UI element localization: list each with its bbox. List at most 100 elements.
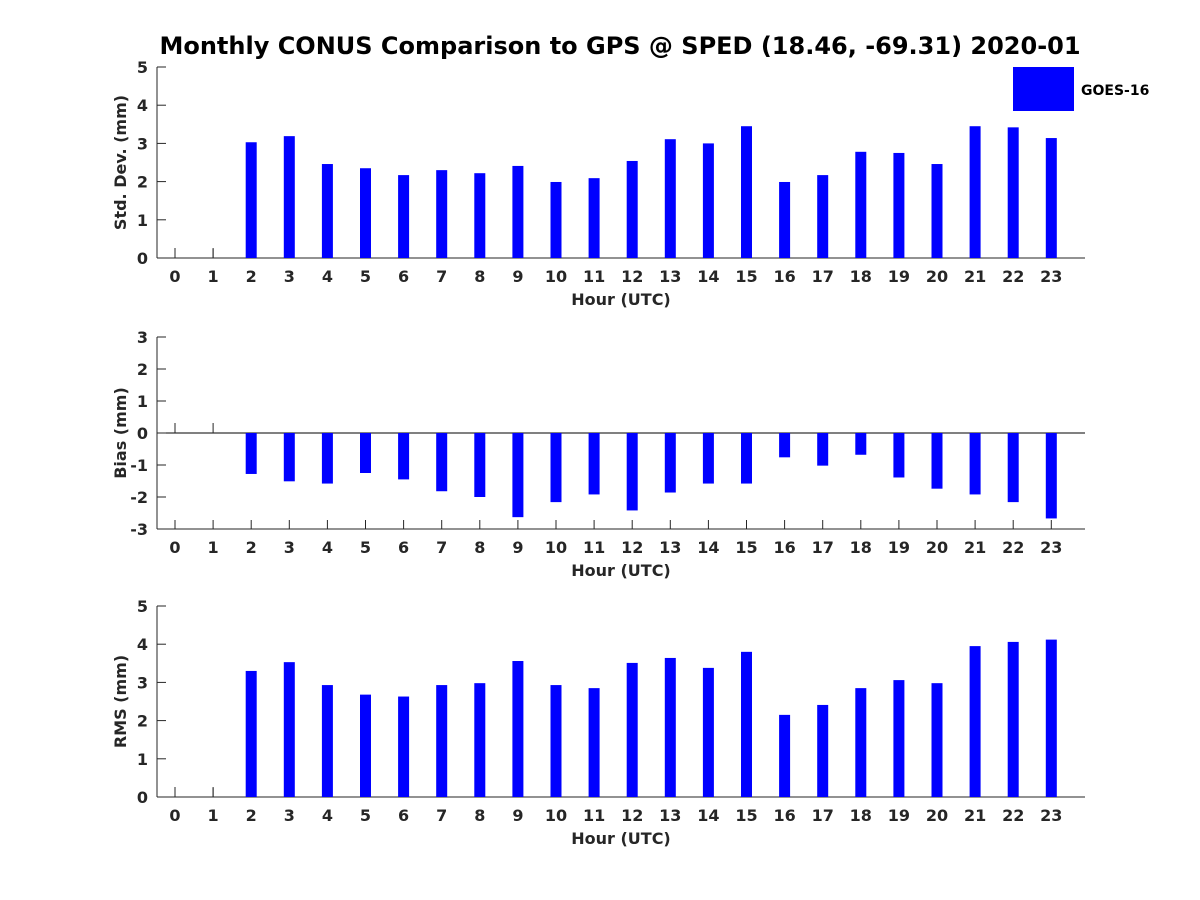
x-tick-label: 4 <box>322 267 333 286</box>
legend: GOES-16 <box>1013 67 1149 111</box>
x-tick-label: 3 <box>284 538 295 557</box>
y-tick-label: 2 <box>137 360 148 379</box>
x-tick-label: 9 <box>512 538 523 557</box>
x-tick-label: 10 <box>545 538 567 557</box>
bar-hour-23 <box>1045 433 1057 519</box>
x-tick-label: 15 <box>735 806 757 825</box>
x-tick-label: 8 <box>474 538 485 557</box>
x-tick-label: 22 <box>1002 806 1024 825</box>
x-tick-label: 5 <box>360 538 371 557</box>
bar-hour-13 <box>664 433 676 493</box>
y-tick-label: 4 <box>137 635 148 654</box>
bar-hour-21 <box>969 646 981 797</box>
x-tick-label: 5 <box>360 806 371 825</box>
bar-hour-16 <box>779 433 791 458</box>
x-tick-label: 22 <box>1002 538 1024 557</box>
bar-hour-7 <box>436 170 448 258</box>
x-tick-label: 6 <box>398 806 409 825</box>
bar-hour-19 <box>893 680 905 797</box>
bar-hour-4 <box>321 685 333 797</box>
x-tick-label: 12 <box>621 806 643 825</box>
x-tick-label: 7 <box>436 267 447 286</box>
y-axis-label: Std. Dev. (mm) <box>111 95 130 230</box>
bar-hour-11 <box>588 688 600 797</box>
bar-hour-9 <box>512 165 524 258</box>
bar-hour-6 <box>398 175 410 258</box>
bar-hour-13 <box>664 657 676 797</box>
x-axis-label: Hour (UTC) <box>571 829 671 848</box>
x-tick-label: 11 <box>583 267 605 286</box>
bar-hour-8 <box>474 683 486 797</box>
bar-hour-9 <box>512 661 524 797</box>
x-axis-label: Hour (UTC) <box>571 290 671 309</box>
bar-hour-3 <box>283 433 295 482</box>
x-tick-label: 12 <box>621 538 643 557</box>
bar-hour-20 <box>931 683 943 797</box>
x-tick-label: 23 <box>1040 538 1062 557</box>
x-tick-label: 2 <box>246 806 257 825</box>
x-tick-label: 19 <box>888 267 910 286</box>
x-tick-label: 17 <box>812 806 834 825</box>
bar-hour-11 <box>588 433 600 495</box>
bar-hour-9 <box>512 433 524 518</box>
y-tick-label: 4 <box>137 96 148 115</box>
bar-hour-4 <box>321 433 333 484</box>
y-tick-label: 2 <box>137 712 148 731</box>
y-tick-label: 0 <box>137 249 148 268</box>
x-tick-label: 2 <box>246 267 257 286</box>
y-tick-label: 0 <box>137 788 148 807</box>
x-tick-label: 5 <box>360 267 371 286</box>
bar-hour-2 <box>245 433 257 474</box>
y-tick-label: 1 <box>137 211 148 230</box>
x-tick-label: 0 <box>169 267 180 286</box>
bar-hour-5 <box>360 694 371 797</box>
x-tick-label: 10 <box>545 267 567 286</box>
x-tick-label: 18 <box>850 267 872 286</box>
x-tick-label: 10 <box>545 806 567 825</box>
x-tick-label: 1 <box>208 267 219 286</box>
bar-hour-21 <box>969 433 981 495</box>
bar-hour-13 <box>664 139 676 258</box>
x-tick-label: 17 <box>812 538 834 557</box>
bar-hour-12 <box>626 433 638 511</box>
x-tick-label: 18 <box>850 806 872 825</box>
y-tick-label: 0 <box>137 424 148 443</box>
x-tick-label: 9 <box>512 806 523 825</box>
bar-hour-17 <box>817 175 829 258</box>
bar-hour-20 <box>931 164 943 258</box>
x-tick-label: 16 <box>773 806 795 825</box>
y-tick-label: -1 <box>130 456 148 475</box>
y-tick-label: -2 <box>130 488 148 507</box>
x-tick-label: 20 <box>926 806 948 825</box>
bar-hour-23 <box>1045 639 1057 797</box>
bar-hour-18 <box>855 433 867 455</box>
x-tick-label: 16 <box>773 267 795 286</box>
x-tick-label: 1 <box>208 538 219 557</box>
x-tick-label: 14 <box>697 806 719 825</box>
legend-swatch <box>1013 67 1074 111</box>
bar-hour-6 <box>398 696 410 797</box>
bar-hour-17 <box>817 433 829 466</box>
x-tick-label: 7 <box>436 806 447 825</box>
y-tick-label: 3 <box>137 673 148 692</box>
y-tick-label: 2 <box>137 173 148 192</box>
x-tick-label: 23 <box>1040 267 1062 286</box>
x-tick-label: 17 <box>812 267 834 286</box>
bar-hour-16 <box>779 714 791 797</box>
bar-hour-22 <box>1007 641 1019 797</box>
x-tick-label: 9 <box>512 267 523 286</box>
x-tick-label: 4 <box>322 806 333 825</box>
bar-hour-12 <box>626 662 638 797</box>
x-tick-label: 4 <box>322 538 333 557</box>
bar-hour-15 <box>741 433 752 484</box>
x-tick-label: 15 <box>735 267 757 286</box>
bar-hour-22 <box>1007 433 1019 503</box>
x-tick-label: 21 <box>964 538 986 557</box>
bar-hour-3 <box>283 136 295 258</box>
x-tick-label: 21 <box>964 267 986 286</box>
bar-hour-7 <box>436 685 448 797</box>
